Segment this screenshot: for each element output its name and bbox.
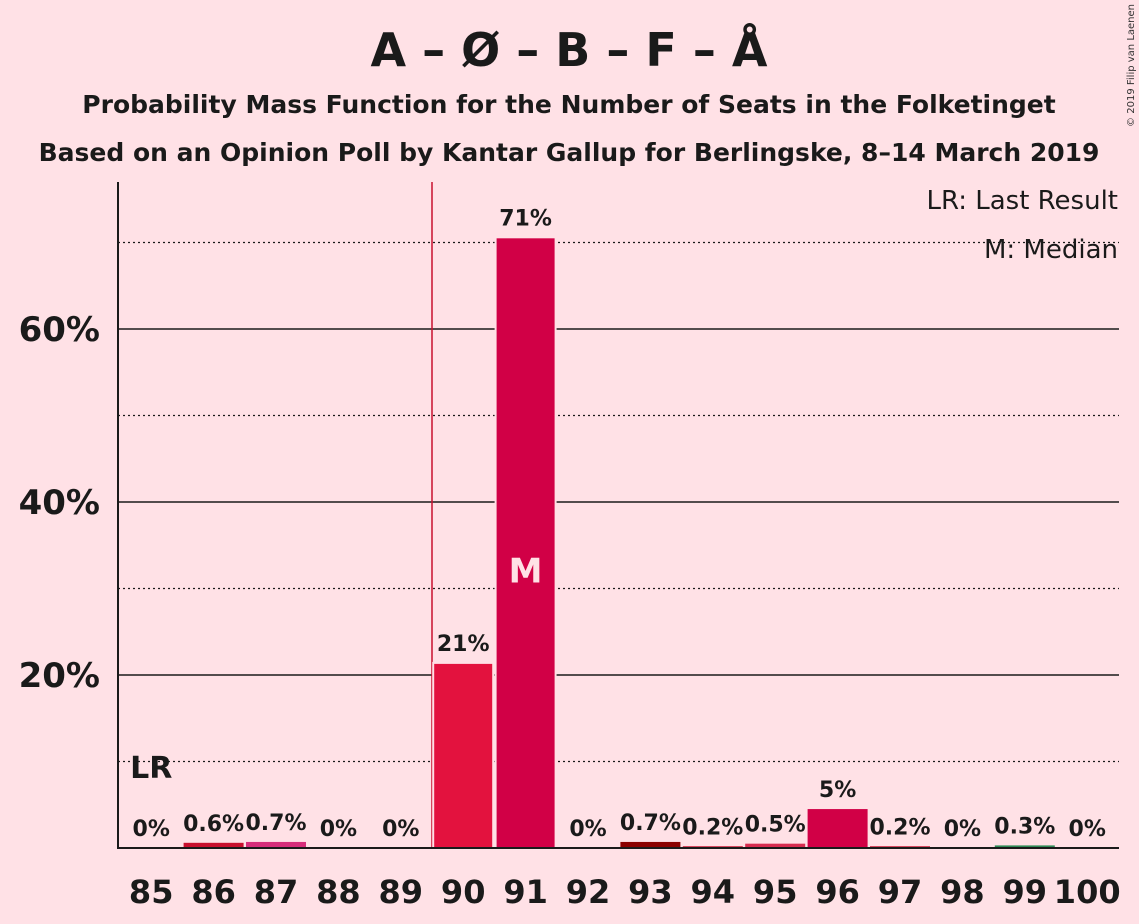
data-label-seat-97: 0.2% xyxy=(869,815,930,840)
bar-seat-99 xyxy=(994,845,1055,848)
x-tick-label: 97 xyxy=(878,873,923,911)
data-label-seat-91: 71% xyxy=(499,206,552,231)
x-tick-label: 98 xyxy=(940,873,985,911)
last-result-marker: LR xyxy=(130,751,172,786)
x-tick-label: 93 xyxy=(628,873,673,911)
bar-seat-86 xyxy=(183,842,244,848)
x-tick-label: 95 xyxy=(753,873,798,911)
bars xyxy=(183,236,1055,850)
x-tick-label: 91 xyxy=(503,873,548,911)
x-tick-label: 86 xyxy=(191,873,236,911)
x-tick-label: 94 xyxy=(691,873,736,911)
data-label-seat-89: 0% xyxy=(382,817,419,842)
y-tick-label: 20% xyxy=(19,656,100,696)
markers: LR M xyxy=(130,551,542,786)
data-label-seat-98: 0% xyxy=(944,817,981,842)
chart-title: A – Ø – B – F – Å xyxy=(371,23,768,77)
bar-seat-93 xyxy=(620,841,681,848)
chart-subtitle-2: Based on an Opinion Poll by Kantar Gallu… xyxy=(39,138,1100,167)
x-tick-label: 88 xyxy=(316,873,361,911)
bar-seat-87 xyxy=(246,841,306,848)
x-tick-label: 87 xyxy=(254,873,299,911)
x-tick-label: 92 xyxy=(566,873,611,911)
bar-seat-90 xyxy=(432,661,495,850)
x-tick-label: 96 xyxy=(815,873,860,911)
y-tick-label: 60% xyxy=(19,310,100,350)
x-tick-label: 99 xyxy=(1003,873,1048,911)
median-marker: M xyxy=(509,551,543,591)
data-label-seat-87: 0.7% xyxy=(245,811,306,836)
x-tick-label: 85 xyxy=(129,873,174,911)
data-label-seat-93: 0.7% xyxy=(620,811,681,836)
data-labels: 0% 0.6% 0.7% 0% 0%21%71%0% 0.7% 0.2% 0.5%5%0.2%… xyxy=(133,206,1106,842)
data-label-seat-92: 0% xyxy=(569,817,606,842)
bar-seat-96 xyxy=(807,809,868,848)
y-axis-ticks: 20% 40% 60% xyxy=(19,310,100,696)
legend-last-result: LR: Last Result xyxy=(926,186,1118,216)
x-axis-ticks: 85 86 87 88 89 90 91 92 93 94 95 96 97 98 99 100 xyxy=(129,873,1121,911)
data-label-seat-94: 0.2% xyxy=(682,815,743,840)
data-label-seat-90: 21% xyxy=(437,632,490,657)
data-label-seat-86: 0.6% xyxy=(183,812,244,837)
gridlines xyxy=(118,182,1119,848)
copyright-text: © 2019 Filip van Laenen xyxy=(1126,4,1137,127)
legend-median: M: Median xyxy=(984,235,1118,265)
chart-subtitle-1: Probability Mass Function for the Number… xyxy=(82,90,1055,119)
bar-seat-95 xyxy=(745,843,806,848)
bar-seat-91 xyxy=(494,236,557,849)
data-label-seat-95: 0.5% xyxy=(745,813,806,838)
data-label-seat-99: 0.3% xyxy=(994,814,1055,839)
data-label-seat-88: 0% xyxy=(320,817,357,842)
x-tick-label: 100 xyxy=(1054,873,1121,911)
data-label-seat-100: 0% xyxy=(1069,817,1106,842)
y-tick-label: 40% xyxy=(19,483,100,523)
data-label-seat-85: 0% xyxy=(133,817,170,842)
x-tick-label: 89 xyxy=(379,873,424,911)
x-tick-label: 90 xyxy=(441,873,486,911)
data-label-seat-96: 5% xyxy=(819,778,856,803)
